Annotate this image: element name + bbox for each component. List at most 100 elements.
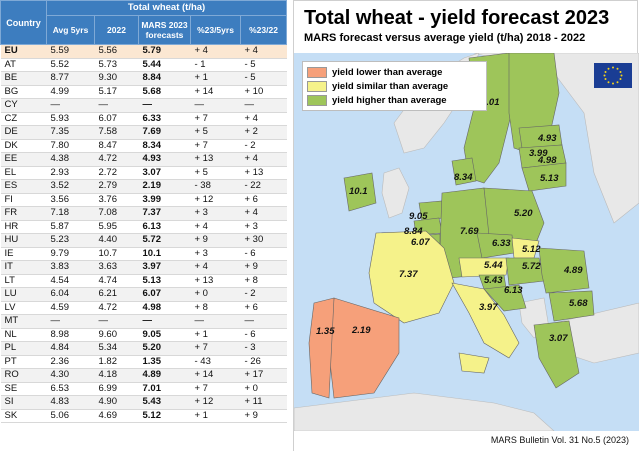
mars-forecast-cell: 4.89 xyxy=(138,368,191,383)
pct22-cell: - 2 xyxy=(240,139,287,153)
group-header: Total wheat (t/ha) xyxy=(45,0,288,16)
pct22-cell: — xyxy=(240,98,287,113)
table-row: DE 7.35 7.58 7.69 + 5 + 2 xyxy=(0,125,287,140)
y2022-cell: 6.99 xyxy=(94,382,139,396)
y2022-cell: 4.74 xyxy=(94,274,139,288)
country-cell: EU xyxy=(0,44,47,59)
table-row: EE 4.38 4.72 4.93 + 13 + 4 xyxy=(0,152,287,167)
y2022-cell: — xyxy=(94,314,139,329)
avg5-cell: 6.04 xyxy=(46,287,95,302)
avg5-cell: 6.53 xyxy=(46,382,95,396)
mars-forecast-cell: 6.33 xyxy=(138,112,191,126)
table-row: SK 5.06 4.69 5.12 + 1 + 9 xyxy=(0,409,287,423)
country-cell: IE xyxy=(0,247,47,261)
mars-forecast-cell: 5.20 xyxy=(138,341,191,356)
table-row: NL 8.98 9.60 9.05 + 1- 6 xyxy=(0,328,287,342)
pct5-cell: — xyxy=(190,98,241,113)
country-cell: HR xyxy=(0,220,47,234)
mars-forecast-cell: 10.1 xyxy=(138,247,191,261)
col-avg5-header: Avg 5yrs xyxy=(46,15,95,45)
map-legend: yield lower than average yield similar th… xyxy=(302,61,487,111)
country-cell: CZ xyxy=(0,112,47,126)
pct5-cell: + 13 xyxy=(190,152,241,167)
pct5-cell: + 0 xyxy=(190,287,241,302)
map-value-pt: 1.35 xyxy=(316,326,335,337)
mars-forecast-cell: 8.34 xyxy=(138,139,191,153)
mars-forecast-cell: 5.72 xyxy=(138,233,191,248)
col-pct5-header: %23/5yrs xyxy=(190,15,241,45)
avg5-cell: 8.77 xyxy=(46,71,95,86)
table-row: BG 4.99 5.17 5.68 + 14 + 10 xyxy=(0,85,287,99)
mars-forecast-cell: — xyxy=(138,98,191,113)
map-value-be: 8.84 xyxy=(404,226,423,237)
y2022-cell: 8.47 xyxy=(94,139,139,153)
country-cell: NL xyxy=(0,328,47,342)
table-row: FR 7.18 7.08 7.37 + 3 + 4 xyxy=(0,206,287,221)
y2022-cell: 4.72 xyxy=(94,301,139,315)
mars-forecast-cell: 4.98 xyxy=(138,301,191,315)
map-value-ie: 10.1 xyxy=(349,186,368,197)
pct22-cell: - 6 xyxy=(240,328,287,342)
avg5-cell: — xyxy=(46,98,95,113)
legend-item: yield similar than average xyxy=(307,79,482,93)
y2022-cell: 5.17 xyxy=(94,85,139,99)
pct5-cell: + 12 xyxy=(190,193,241,207)
pct22-cell: + 4 xyxy=(240,206,287,221)
pct22-cell: + 9 xyxy=(240,260,287,275)
mars-forecast-cell: 3.97 xyxy=(138,260,191,275)
y2022-cell: 4.72 xyxy=(94,152,139,167)
map-value-cz: 6.33 xyxy=(492,238,511,249)
country-cell: DE xyxy=(0,125,47,140)
table-row: BE 8.77 9.30 8.84 + 1- 5 xyxy=(0,71,287,86)
country-bg xyxy=(548,290,595,322)
map-value-it: 3.97 xyxy=(479,302,498,313)
map-subtitle: MARS forecast versus average yield (t/ha… xyxy=(304,32,586,44)
avg5-cell: 3.83 xyxy=(46,260,95,275)
country-cell: FI xyxy=(0,193,47,207)
pct5-cell: + 13 xyxy=(190,274,241,288)
mars-forecast-cell: 1.35 xyxy=(138,355,191,369)
mars-forecast-cell: 5.79 xyxy=(138,44,191,59)
pct5-cell: + 3 xyxy=(190,247,241,261)
y2022-cell: 5.56 xyxy=(94,44,139,59)
country-it-sicily xyxy=(458,352,490,374)
pct22-cell: + 3 xyxy=(240,220,287,234)
mars-forecast-cell: 5.44 xyxy=(138,58,191,72)
y2022-cell: 2.79 xyxy=(94,179,139,194)
pct5-cell: + 5 xyxy=(190,125,241,140)
y2022-cell: 6.07 xyxy=(94,112,139,126)
avg5-cell: 5.87 xyxy=(46,220,95,234)
legend-swatch xyxy=(307,94,327,106)
country-cell: IT xyxy=(0,260,47,275)
avg5-cell: 7.35 xyxy=(46,125,95,140)
legend-item: yield lower than average xyxy=(307,65,482,79)
y2022-cell: 5.73 xyxy=(94,58,139,72)
country-cell: ES xyxy=(0,179,47,194)
pct5-cell: + 14 xyxy=(190,368,241,383)
mars-forecast-cell: 4.93 xyxy=(138,152,191,167)
country-cell: BE xyxy=(0,71,47,86)
avg5-cell: — xyxy=(46,314,95,329)
avg5-cell: 4.59 xyxy=(46,301,95,315)
pct22-cell: + 4 xyxy=(240,44,287,59)
pct22-cell: + 0 xyxy=(240,382,287,396)
europe-map: 7.01 3.99 4.93 4.98 5.13 8.34 10.1 9.05 8.846.07… xyxy=(294,53,639,431)
y2022-cell: 5.95 xyxy=(94,220,139,234)
table-row: MT — — — — — xyxy=(0,314,287,329)
country-cell: LU xyxy=(0,287,47,302)
country-cell: EL xyxy=(0,166,47,180)
legend-swatch xyxy=(307,66,327,78)
legend-label: yield lower than average xyxy=(332,66,443,78)
map-value-ro: 4.89 xyxy=(563,265,583,276)
pct22-cell: + 2 xyxy=(240,125,287,140)
pct5-cell: + 1 xyxy=(190,328,241,342)
avg5-cell: 7.18 xyxy=(46,206,95,221)
avg5-cell: 3.52 xyxy=(46,179,95,194)
table-row: EU 5.59 5.56 5.79 + 4 + 4 xyxy=(0,44,287,59)
pct22-cell: - 2 xyxy=(240,287,287,302)
country-cell: PT xyxy=(0,355,47,369)
mars-forecast-cell: 7.37 xyxy=(138,206,191,221)
table-row: FI 3.56 3.76 3.99 + 12 + 6 xyxy=(0,193,287,207)
col-2022-header: 2022 xyxy=(94,15,139,45)
country-lt xyxy=(521,162,567,192)
